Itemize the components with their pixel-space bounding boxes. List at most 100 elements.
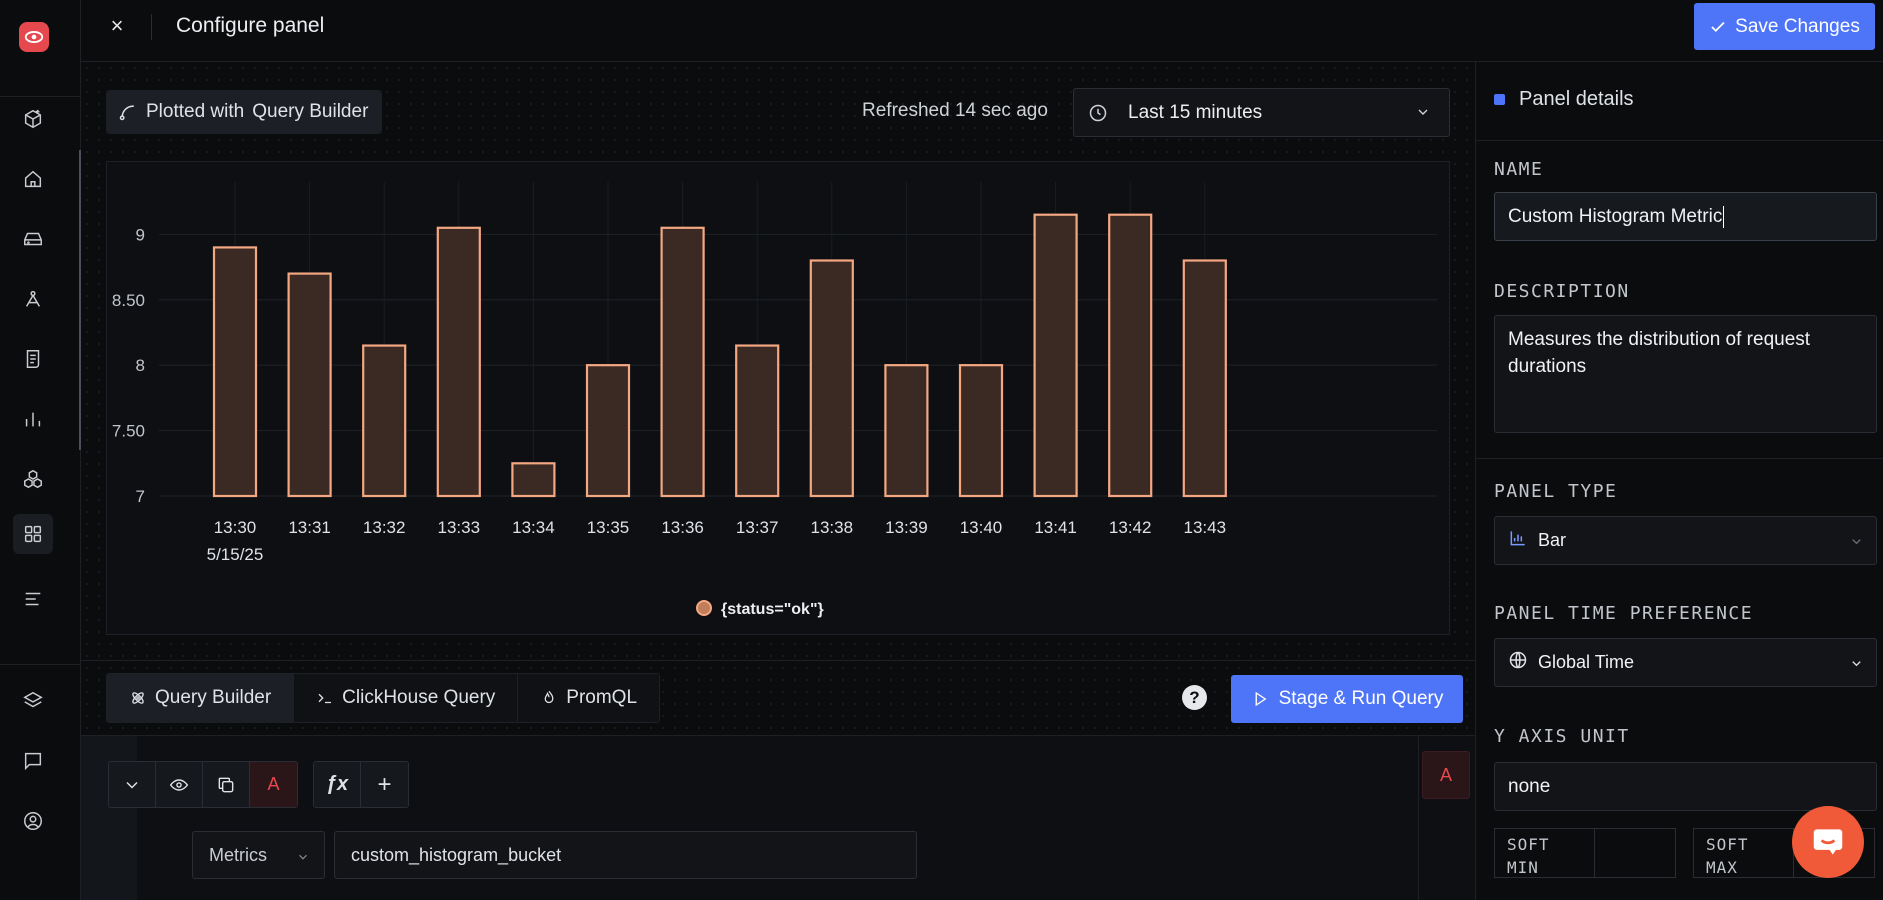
- traces-icon[interactable]: [18, 284, 48, 314]
- message-icon[interactable]: [18, 746, 48, 776]
- query-divider: [81, 660, 1475, 661]
- panel-type-label: PANEL TYPE: [1494, 481, 1618, 502]
- x-tick-label: 13:41: [1034, 518, 1077, 537]
- tab-query-builder-label: Query Builder: [155, 687, 272, 708]
- time-range-value: Last 15 minutes: [1128, 101, 1263, 123]
- x-tick-label: 13:39: [885, 518, 928, 537]
- x-tick-label: 13:34: [512, 518, 555, 537]
- hard-drive-icon[interactable]: [18, 224, 48, 254]
- close-icon[interactable]: ×: [110, 13, 124, 38]
- home-icon[interactable]: [18, 164, 48, 194]
- x-tick-label: 13:33: [438, 518, 481, 537]
- soft-min-field[interactable]: SOFT MIN: [1494, 828, 1676, 878]
- bar: [660, 226, 705, 498]
- save-changes-label: Save Changes: [1735, 15, 1860, 37]
- y-axis-unit-label: Y AXIS UNIT: [1494, 726, 1630, 747]
- header-separator: [151, 14, 152, 40]
- text-caret: [1723, 205, 1725, 228]
- tab-clickhouse-query[interactable]: ClickHouse Query: [294, 674, 519, 722]
- nav-scroll-indicator[interactable]: [79, 150, 81, 450]
- curve-icon: [119, 105, 134, 121]
- collapse-query-button[interactable]: [109, 762, 156, 807]
- eye-icon: [169, 778, 189, 791]
- tab-promql[interactable]: PromQL: [518, 674, 660, 722]
- check-icon: [1711, 21, 1725, 32]
- flame-icon: [544, 690, 554, 704]
- x-tick-label: 13:40: [960, 518, 1003, 537]
- bar: [436, 226, 481, 498]
- copy-icon: [218, 777, 234, 792]
- formula-toolbar: ƒx +: [313, 761, 409, 808]
- metric-name-input[interactable]: custom_histogram_bucket: [334, 831, 917, 879]
- bar-chart[interactable]: 9 8.50 8 7.50 7 13:30 13:31 13:32 13:33 13:34 13:3…: [107, 162, 1451, 636]
- logs-icon[interactable]: [18, 344, 48, 374]
- chart-card[interactable]: 9 8.50 8 7.50 7 13:30 13:31 13:32 13:33 13:34 13:3…: [106, 161, 1450, 635]
- bar: [1182, 259, 1227, 498]
- panel-divider: [1476, 140, 1883, 141]
- panel-divider: [1476, 458, 1883, 459]
- user-circle-icon[interactable]: [18, 806, 48, 836]
- nav-divider-bottom: [0, 664, 81, 665]
- save-changes-button[interactable]: Save Changes: [1694, 3, 1875, 50]
- panel-type-select[interactable]: Bar: [1494, 516, 1877, 565]
- signoz-logo[interactable]: [19, 22, 49, 52]
- chevron-down-icon: [1849, 533, 1864, 554]
- new-package-icon[interactable]: [18, 104, 48, 134]
- bar-chart-icon[interactable]: [18, 404, 48, 434]
- time-range-select[interactable]: Last 15 minutes: [1073, 88, 1450, 137]
- x-tick-label: 13:32: [363, 518, 406, 537]
- plotted-source: Query Builder: [252, 101, 369, 122]
- x-tick-label: 13:30: [214, 518, 257, 537]
- bar: [511, 462, 556, 498]
- x-tick-label: 13:31: [288, 518, 331, 537]
- atom-icon: [132, 692, 144, 704]
- panel-name-value: Custom Histogram Metric: [1508, 205, 1723, 227]
- y-tick-label: 9: [136, 225, 145, 244]
- refreshed-status: Refreshed 14 sec ago: [862, 100, 1048, 121]
- header: × Configure panel Save Changes: [81, 0, 1883, 62]
- toggle-visibility-button[interactable]: [156, 762, 203, 807]
- chevron-down-icon: [296, 848, 310, 869]
- chat-icon: [1813, 829, 1843, 855]
- add-query-button[interactable]: +: [361, 762, 408, 807]
- chevron-down-icon: [126, 781, 138, 789]
- dashboards-icon[interactable]: [13, 514, 53, 554]
- boxes-icon[interactable]: [18, 464, 48, 494]
- legend-label: {status="ok"}: [721, 601, 824, 618]
- x-tick-label: 13:36: [661, 518, 704, 537]
- query-toolbar: A: [108, 761, 298, 808]
- layers-icon[interactable]: [18, 686, 48, 716]
- x-tick-label: 13:37: [736, 518, 779, 537]
- query-editor: A ƒx + A Metrics custom_histogram_bucket: [81, 735, 1475, 900]
- y-tick-label: 7: [136, 487, 145, 506]
- data-source-select[interactable]: Metrics: [192, 831, 325, 879]
- panel-description-textarea[interactable]: Measures the distribution of request dur…: [1494, 315, 1877, 433]
- support-chat-button[interactable]: [1792, 806, 1864, 878]
- nav-divider: [0, 96, 81, 97]
- panel-details-heading: Panel details: [1494, 88, 1634, 111]
- bar-chart-icon: [1508, 528, 1528, 553]
- panel-name-input[interactable]: Custom Histogram Metric: [1494, 192, 1877, 241]
- y-axis-unit-input[interactable]: none: [1494, 762, 1877, 811]
- query-letter-toggle[interactable]: A: [1422, 751, 1470, 799]
- time-pref-label: PANEL TIME PREFERENCE: [1494, 603, 1754, 624]
- list-icon[interactable]: [18, 584, 48, 614]
- help-icon[interactable]: ?: [1182, 685, 1207, 710]
- terminal-icon: [318, 693, 332, 704]
- bar: [585, 364, 631, 498]
- copy-query-button[interactable]: [203, 762, 250, 807]
- bar: [212, 246, 258, 498]
- tab-query-builder[interactable]: Query Builder: [107, 674, 295, 722]
- query-letter-badge[interactable]: A: [250, 762, 297, 807]
- soft-min-input[interactable]: [1595, 829, 1675, 877]
- panel-type-value: Bar: [1538, 530, 1567, 550]
- soft-max-label: SOFT MAX: [1694, 829, 1794, 877]
- time-preference-select[interactable]: Global Time: [1494, 638, 1877, 687]
- add-formula-button[interactable]: ƒx: [314, 762, 361, 807]
- x-date-label: 5/15/25: [207, 545, 264, 564]
- chevron-down-icon: [1415, 104, 1431, 120]
- stage-run-query-button[interactable]: Stage & Run Query: [1231, 675, 1463, 723]
- soft-min-label: SOFT MIN: [1495, 829, 1595, 877]
- main-content: Plotted with Query Builder Refreshed 14 …: [81, 62, 1475, 900]
